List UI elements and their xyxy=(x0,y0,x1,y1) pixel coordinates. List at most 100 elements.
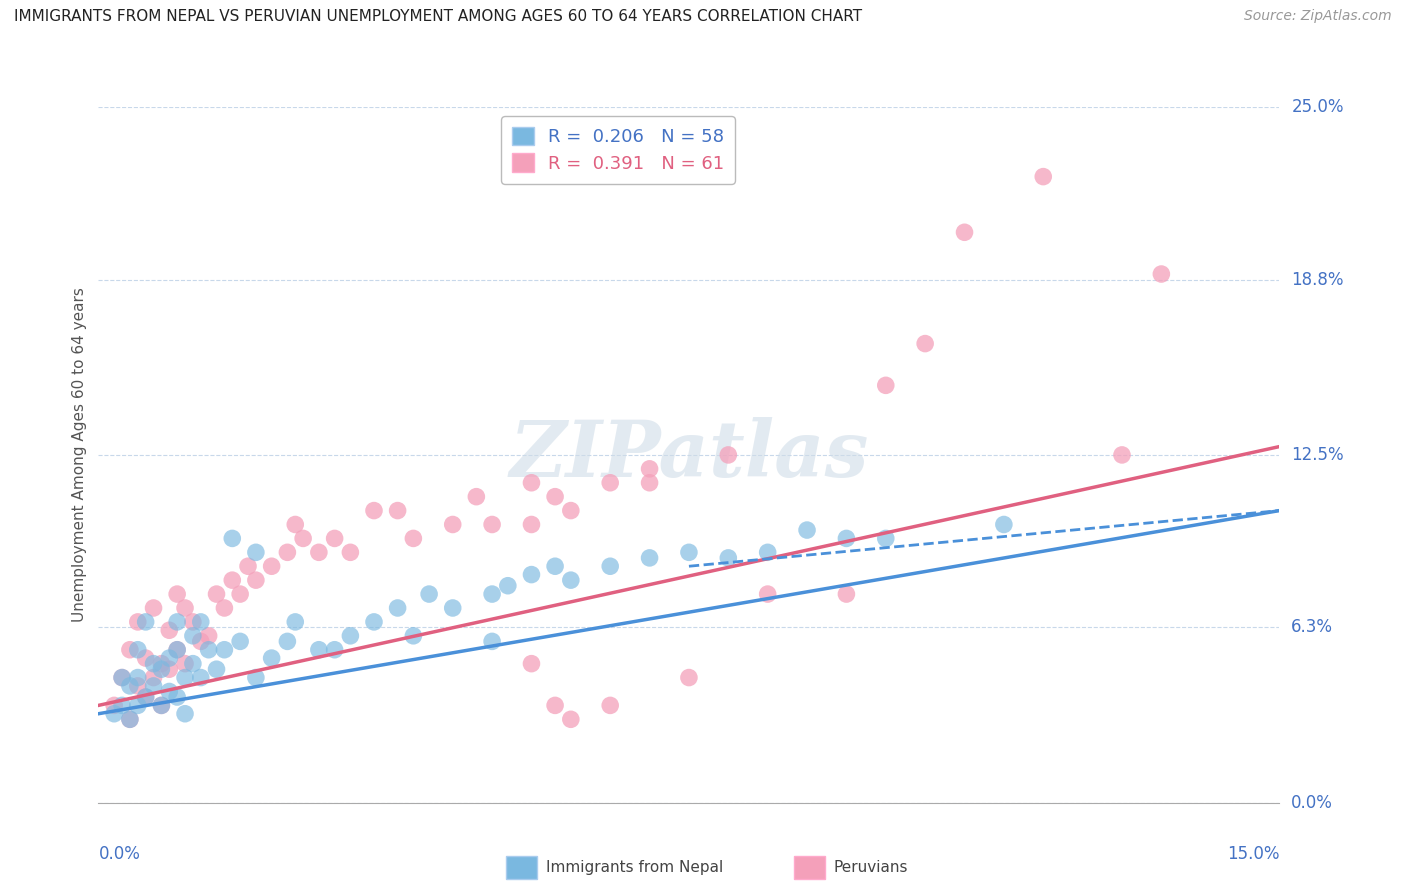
Point xyxy=(103,698,125,713)
Text: 25.0%: 25.0% xyxy=(1291,98,1344,116)
Point xyxy=(205,662,228,676)
Point xyxy=(875,532,897,546)
Point xyxy=(402,629,425,643)
Point xyxy=(245,545,267,559)
Point xyxy=(441,517,464,532)
Point xyxy=(276,634,298,648)
Point xyxy=(520,475,543,490)
Point xyxy=(142,679,165,693)
Point xyxy=(166,642,188,657)
Point xyxy=(260,559,283,574)
Point xyxy=(111,698,134,713)
Point xyxy=(678,545,700,559)
Point xyxy=(190,671,212,685)
Point xyxy=(560,503,582,517)
Point xyxy=(229,634,252,648)
Point xyxy=(166,690,188,704)
Point xyxy=(127,615,149,629)
Point xyxy=(103,706,125,721)
Point xyxy=(678,671,700,685)
Point xyxy=(181,657,204,671)
Point xyxy=(323,642,346,657)
Point xyxy=(157,662,180,676)
Point xyxy=(181,629,204,643)
Point xyxy=(363,615,385,629)
Point xyxy=(465,490,488,504)
Point xyxy=(835,532,858,546)
Point xyxy=(599,559,621,574)
Point xyxy=(166,587,188,601)
Point xyxy=(174,601,197,615)
Point xyxy=(1111,448,1133,462)
Point xyxy=(118,712,141,726)
Point xyxy=(520,657,543,671)
Point xyxy=(481,634,503,648)
Point xyxy=(756,545,779,559)
Point xyxy=(520,517,543,532)
Point xyxy=(560,573,582,587)
Point xyxy=(157,624,180,638)
Point xyxy=(181,615,204,629)
Point xyxy=(544,559,567,574)
Point xyxy=(276,545,298,559)
Y-axis label: Unemployment Among Ages 60 to 64 years: Unemployment Among Ages 60 to 64 years xyxy=(72,287,87,623)
Point xyxy=(166,615,188,629)
Point xyxy=(1032,169,1054,184)
Point xyxy=(993,517,1015,532)
Point xyxy=(441,601,464,615)
Point xyxy=(236,559,259,574)
Point xyxy=(544,490,567,504)
Point xyxy=(245,573,267,587)
Point xyxy=(560,712,582,726)
Point xyxy=(157,684,180,698)
Point xyxy=(402,532,425,546)
Point xyxy=(111,671,134,685)
Point xyxy=(323,532,346,546)
Text: 0.0%: 0.0% xyxy=(1291,794,1333,812)
Point xyxy=(717,448,740,462)
Text: Immigrants from Nepal: Immigrants from Nepal xyxy=(546,860,723,874)
Point xyxy=(914,336,936,351)
Text: 18.8%: 18.8% xyxy=(1291,270,1344,289)
Point xyxy=(118,712,141,726)
Point xyxy=(756,587,779,601)
Point xyxy=(135,615,157,629)
Point xyxy=(135,651,157,665)
Point xyxy=(174,671,197,685)
Point xyxy=(260,651,283,665)
Point xyxy=(135,690,157,704)
Text: ZIPatlas: ZIPatlas xyxy=(509,417,869,493)
Point xyxy=(638,550,661,565)
Point xyxy=(638,475,661,490)
Point xyxy=(221,532,243,546)
Point xyxy=(127,679,149,693)
Point xyxy=(284,615,307,629)
Point xyxy=(197,642,219,657)
Point xyxy=(214,642,236,657)
Point xyxy=(118,679,141,693)
Point xyxy=(308,545,330,559)
Text: IMMIGRANTS FROM NEPAL VS PERUVIAN UNEMPLOYMENT AMONG AGES 60 TO 64 YEARS CORRELA: IMMIGRANTS FROM NEPAL VS PERUVIAN UNEMPL… xyxy=(14,9,862,24)
Point xyxy=(953,225,976,239)
Text: Peruvians: Peruvians xyxy=(834,860,908,874)
Text: Source: ZipAtlas.com: Source: ZipAtlas.com xyxy=(1244,9,1392,23)
Point xyxy=(339,545,361,559)
Point xyxy=(127,642,149,657)
Point xyxy=(197,629,219,643)
Point xyxy=(205,587,228,601)
Point xyxy=(339,629,361,643)
Point xyxy=(481,587,503,601)
Point xyxy=(796,523,818,537)
Point xyxy=(229,587,252,601)
Point xyxy=(638,462,661,476)
Text: 0.0%: 0.0% xyxy=(98,845,141,863)
Point xyxy=(481,517,503,532)
Point xyxy=(544,698,567,713)
Text: 6.3%: 6.3% xyxy=(1291,618,1333,637)
Point xyxy=(142,657,165,671)
Point xyxy=(520,567,543,582)
Point xyxy=(214,601,236,615)
Legend: R =  0.206   N = 58, R =  0.391   N = 61: R = 0.206 N = 58, R = 0.391 N = 61 xyxy=(501,116,735,184)
Point xyxy=(418,587,440,601)
Point xyxy=(387,503,409,517)
